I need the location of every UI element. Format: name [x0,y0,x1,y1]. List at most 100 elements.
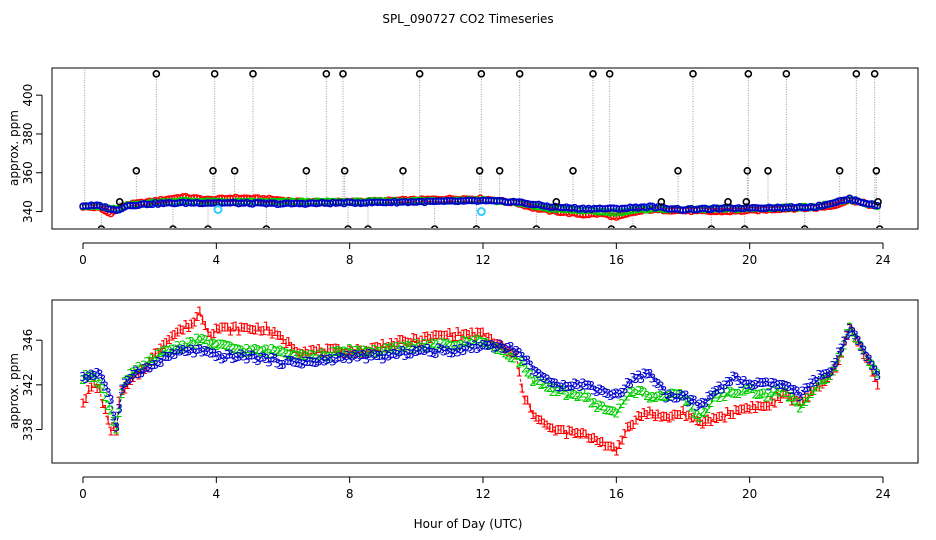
series-3-marker: 3 [601,386,609,400]
series-2-marker: 2 [224,339,232,353]
outlier-point [97,225,105,228]
series-3-marker: 3 [276,358,284,372]
series-1-marker: 1 [343,347,351,361]
series-2-marker: 2 [435,341,443,355]
series-1-marker: 1 [179,323,187,337]
y-tick-label-top: 380 [21,122,35,145]
series-1-marker: 1 [707,415,715,429]
series-3-marker: 3 [660,384,668,398]
series-3-marker: 3 [154,355,162,369]
series-3-marker: 3 [624,376,632,390]
series-3-marker: 3 [557,380,565,394]
series-3-marker: 3 [107,393,115,407]
series-3-marker: 3 [315,355,323,369]
series-1-marker: 1 [221,320,229,334]
series-2-marker: 2 [260,344,268,358]
series-3-marker: 3 [790,383,798,397]
series-2-marker: 2 [143,355,151,369]
series-1-marker: 1 [232,320,240,334]
series-1-marker: 1 [560,423,568,437]
series-1-marker: 1 [268,328,276,342]
series-3-marker: 3 [160,349,168,363]
series-2-marker: 2 [499,344,507,358]
series-2-marker: 2 [579,387,587,401]
series-3-marker: 3 [513,344,521,358]
series-3-marker: 3 [115,402,123,416]
series-3-marker: 3 [824,367,832,381]
outlier-point [724,198,732,206]
series-1-marker: 1 [485,330,493,344]
series-3-marker: 3 [718,382,726,396]
series-3-marker: 3 [788,383,796,397]
series-2-marker: 2 [815,378,823,392]
series-3-marker: 3 [663,391,671,405]
series-3-marker: 3 [860,343,868,357]
series-2-marker: 2 [457,338,465,352]
series-2-marker: 2 [221,338,229,352]
series-1-marker: 1 [257,325,265,339]
series-1-marker: 1 [90,377,98,391]
series-2-marker: 2 [249,344,257,358]
series-3-marker: 3 [707,388,715,402]
series-2-marker: 2 [710,390,718,404]
series-3-marker: 3 [746,377,754,391]
series-1-marker: 1 [196,304,204,318]
series-3-marker: 3 [632,372,640,386]
series-3-marker: 3 [85,370,93,384]
series-1-marker: 1 [296,346,304,360]
series-1-marker: 1 [182,318,190,332]
series-1-marker: 1 [135,368,143,382]
series-3-marker: 3 [343,349,351,363]
series-3-marker: 3 [521,354,529,368]
series-2-marker: 2 [357,346,365,360]
series-2-marker: 2 [640,385,648,399]
series-2-marker: 2 [699,405,707,419]
series-3-marker: 3 [121,377,129,391]
series-2-marker: 2 [449,339,457,353]
series-2-marker: 2 [82,368,90,382]
series-2-marker: 2 [604,404,612,418]
series-2-marker: 2 [385,342,393,356]
series-2-marker: 2 [463,336,471,350]
series-3-marker: 3 [182,345,190,359]
series-3-marker: 3 [190,346,198,360]
series-1-marker: 1 [438,328,446,342]
series-2-marker: 2 [724,385,732,399]
series-2-marker: 2 [90,371,98,385]
series-1-marker: 1 [729,408,737,422]
series-2-marker: 2 [871,363,879,377]
series-3-marker: 3 [699,396,707,410]
series-3-marker: 3 [79,370,87,384]
series-1-marker: 1 [782,387,790,401]
series-1-marker: 1 [779,387,787,401]
x-tick-label-top: 0 [79,253,87,267]
series-1-marker: 1 [263,319,271,333]
series-3-marker: 3 [715,379,723,393]
series-3-marker: 3 [743,378,751,392]
series-3-marker: 3 [329,354,337,368]
series-2-marker: 2 [851,331,859,345]
series-2-marker: 2 [785,390,793,404]
series-1-marker: 1 [401,334,409,348]
series-1-marker: 1 [199,314,207,328]
series-2-marker: 2 [440,337,448,351]
series-3-marker: 3 [215,349,223,363]
series-2-marker: 2 [682,395,690,409]
series-2-marker: 2 [126,367,134,381]
series-1-marker: 1 [771,397,779,411]
outlier-point [230,167,239,175]
plot-frame-bottom [51,299,919,464]
series-1-marker: 1 [818,378,826,392]
series-2-marker: 2 [318,347,326,361]
y-tick-label-top: 360 [21,161,35,184]
series-1-marker: 1 [357,344,365,358]
series-1-marker: 1 [524,394,532,408]
series-1-marker: 1 [768,395,776,409]
series-2-marker: 2 [246,346,254,360]
series-2-marker: 2 [296,350,304,364]
x-tick-label-top: 24 [875,253,890,267]
series-3-marker: 3 [504,341,512,355]
series-1-marker: 1 [610,440,618,454]
series-3-marker: 3 [104,386,112,400]
